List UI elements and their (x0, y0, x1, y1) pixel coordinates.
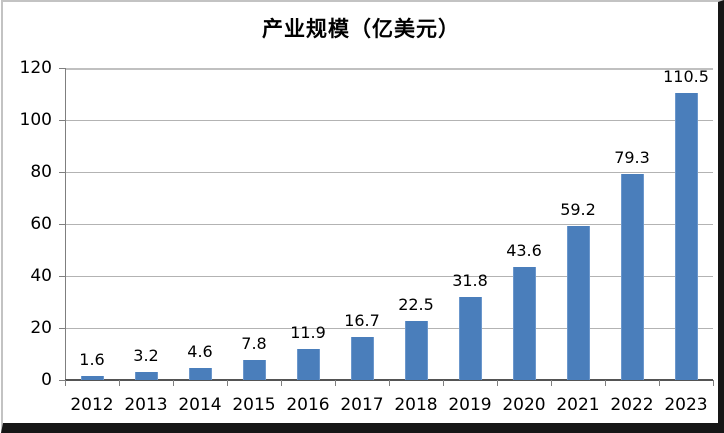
bar-2012 (80, 376, 104, 380)
bar-2018 (404, 321, 428, 380)
x-axis-tick-label: 2018 (394, 395, 438, 415)
chart-title: 产业规模（亿美元） (262, 17, 460, 41)
y-axis-tick (59, 328, 65, 329)
y-axis-tick (59, 68, 65, 69)
bar-2023 (674, 93, 698, 380)
x-axis-tick (551, 380, 552, 386)
x-axis-tick (713, 380, 714, 386)
x-axis-tick (173, 380, 174, 386)
chart-canvas: 产业规模（亿美元） 0 20 40 60 80 100 120 1.6 2012 3.2 2013 4… (3, 2, 719, 423)
y-axis-tick-label: 60 (30, 214, 52, 234)
bar-value-label: 59.2 (560, 200, 596, 219)
bar-value-label: 22.5 (398, 295, 434, 314)
bar-value-label: 31.8 (452, 271, 488, 290)
bar-2013 (134, 372, 158, 380)
x-axis-tick-label: 2020 (502, 395, 546, 415)
x-axis-tick-label: 2012 (70, 395, 114, 415)
gridline-60 (65, 224, 713, 225)
bar-value-label: 3.2 (133, 346, 159, 365)
x-axis-tick-label: 2014 (178, 395, 222, 415)
bar-2015 (242, 360, 266, 380)
bar-2017 (350, 337, 374, 380)
y-axis-tick (59, 276, 65, 277)
y-axis-tick (59, 172, 65, 173)
bar-value-label: 11.9 (290, 323, 326, 342)
x-axis-tick-label: 2017 (340, 395, 384, 415)
gridline-80 (65, 172, 713, 173)
x-axis-tick (227, 380, 228, 386)
y-axis-tick-label: 40 (30, 266, 52, 286)
x-axis-tick-label: 2015 (232, 395, 276, 415)
x-axis-tick (119, 380, 120, 386)
bar-2021 (566, 226, 590, 380)
y-axis-tick-label: 0 (41, 370, 52, 390)
x-axis-tick (281, 380, 282, 386)
gridline-20 (65, 328, 713, 329)
y-axis-tick-label: 120 (19, 58, 52, 78)
x-axis-tick-label: 2023 (664, 395, 708, 415)
y-axis-tick (59, 120, 65, 121)
bar-2014 (188, 368, 212, 380)
bar-2020 (512, 267, 536, 380)
y-axis-tick-label: 80 (30, 162, 52, 182)
y-axis-tick-label: 20 (30, 318, 52, 338)
bar-2019 (458, 297, 482, 380)
bar-value-label: 4.6 (187, 342, 213, 361)
bar-value-label: 7.8 (241, 334, 267, 353)
bar-value-label: 79.3 (614, 148, 650, 167)
x-axis-tick-label: 2019 (448, 395, 492, 415)
x-axis-tick (659, 380, 660, 386)
gridline-100 (65, 120, 713, 121)
bar-2022 (620, 174, 644, 380)
x-axis-tick-label: 2013 (124, 395, 168, 415)
x-axis-tick (65, 380, 66, 386)
bar-value-label: 43.6 (506, 241, 542, 260)
y-axis-tick (59, 380, 65, 381)
x-axis-tick (335, 380, 336, 386)
bar-value-label: 16.7 (344, 311, 380, 330)
x-axis-tick-label: 2016 (286, 395, 330, 415)
x-axis-tick (605, 380, 606, 386)
bar-value-label: 110.5 (663, 67, 709, 86)
x-axis-tick (389, 380, 390, 386)
x-axis-tick-label: 2022 (610, 395, 654, 415)
gridline-120 (65, 68, 713, 70)
x-axis-tick-label: 2021 (556, 395, 600, 415)
bar-value-label: 1.6 (79, 350, 105, 369)
gridline-40 (65, 276, 713, 277)
x-axis-tick (443, 380, 444, 386)
x-axis-tick (497, 380, 498, 386)
y-axis-tick (59, 224, 65, 225)
y-axis-tick-label: 100 (19, 110, 52, 130)
y-axis-line (65, 68, 66, 380)
bar-2016 (296, 349, 320, 380)
